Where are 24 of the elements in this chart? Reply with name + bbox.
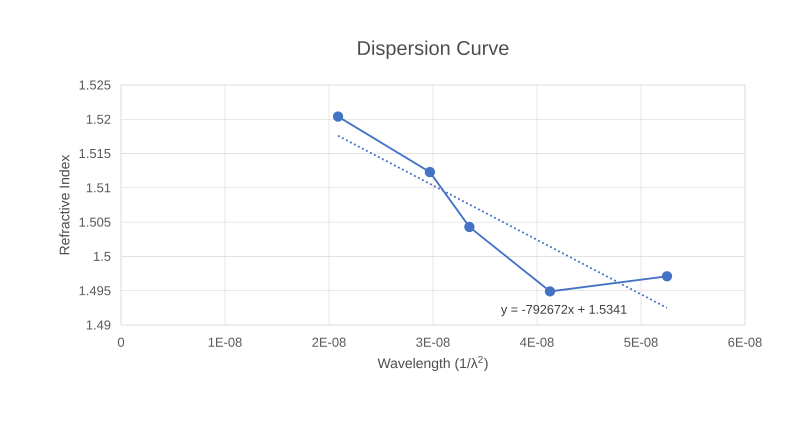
point: [464, 222, 475, 232]
y-tick-label: 1.52: [86, 114, 110, 124]
y-tick-label: 1.505: [80, 218, 110, 227]
x-tick-label: 2E-08: [312, 338, 346, 347]
point: [332, 111, 344, 122]
x-tick-label: 4E-08: [520, 338, 554, 347]
y-tick-label: 1.5: [94, 252, 110, 261]
y-tick-label: 1.495: [80, 286, 110, 296]
point: [544, 286, 556, 297]
y-tick-label: 1.525: [80, 80, 110, 90]
annotation: y = -792672x + 1.5341: [500, 304, 627, 316]
chart-title: Dispersion Curve: [358, 40, 508, 60]
x-axis-title: Wavelength (1/λ$^{2}$): [378, 356, 488, 371]
x-tick-label: 3E-08: [416, 338, 450, 347]
x-tick-label: 5E-08: [624, 338, 658, 347]
point: [424, 166, 436, 178]
x-tick-label: 0: [118, 338, 124, 347]
x-tick-label: 6E-08: [728, 338, 762, 347]
x-tick-label: 1E-08: [208, 338, 242, 347]
y-tick-label: 1.515: [80, 149, 110, 158]
point: [662, 271, 672, 282]
y-tick-label: 1.51: [86, 183, 110, 192]
y-tick-label: 1.49: [86, 320, 110, 330]
y-axis-title: Refractive Index: [59, 154, 70, 254]
